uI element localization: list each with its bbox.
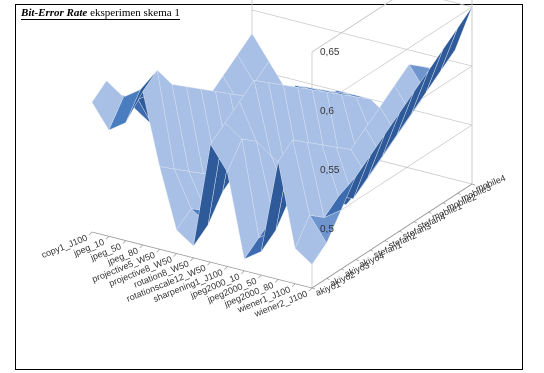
x-tick [122,240,127,244]
x-tick [207,261,211,266]
surface-patch [425,28,458,93]
z-axis: 0,5 0,55 0,6 0,65 [320,47,340,235]
surface-patch [294,214,327,265]
y-tick [413,221,417,224]
surface-patch [440,6,473,72]
back-wall [251,0,473,185]
z-gridline [251,68,473,230]
x-tick [190,257,194,262]
y-tick [384,240,388,243]
x-tick [139,244,144,249]
y-tick [340,268,345,271]
floor-right-edge [311,183,473,289]
y-tick [471,183,476,186]
z-gridline [311,0,393,53]
y-tick [442,202,447,205]
z-tick-label: 0,6 [320,106,334,117]
x-tick [308,287,313,292]
y-tick [457,193,461,195]
y-tick [355,259,359,261]
x-tick [156,248,160,253]
x-tick [173,253,177,257]
y-tick [311,287,316,290]
y-tick [399,230,403,233]
y-tick [326,278,330,280]
x-tick [105,236,110,240]
z-tick-label: 0,5 [320,224,334,235]
x-tick [291,283,296,287]
x-tick [88,231,93,236]
y-tick [370,249,374,252]
x-tick [241,270,245,275]
z-tick-label: 0,55 [320,165,340,176]
chart-title: Bit-Error Rate eksperimen skema 1 [21,7,180,20]
x-tick [274,279,279,283]
z-tick-label: 0,65 [320,47,340,58]
chart-title-italic: Bit-Error Rate [21,7,88,19]
chart-title-rest: eksperimen skema 1 [87,7,180,19]
surface-mesh [91,6,473,265]
x-tick [224,266,228,270]
floor-front-edge [91,231,313,289]
x-tick [257,274,262,279]
x-axis: copy1_J100jpeg_10jpeg_50jpeg_80projectiv… [40,231,313,319]
y-tick [428,212,432,214]
